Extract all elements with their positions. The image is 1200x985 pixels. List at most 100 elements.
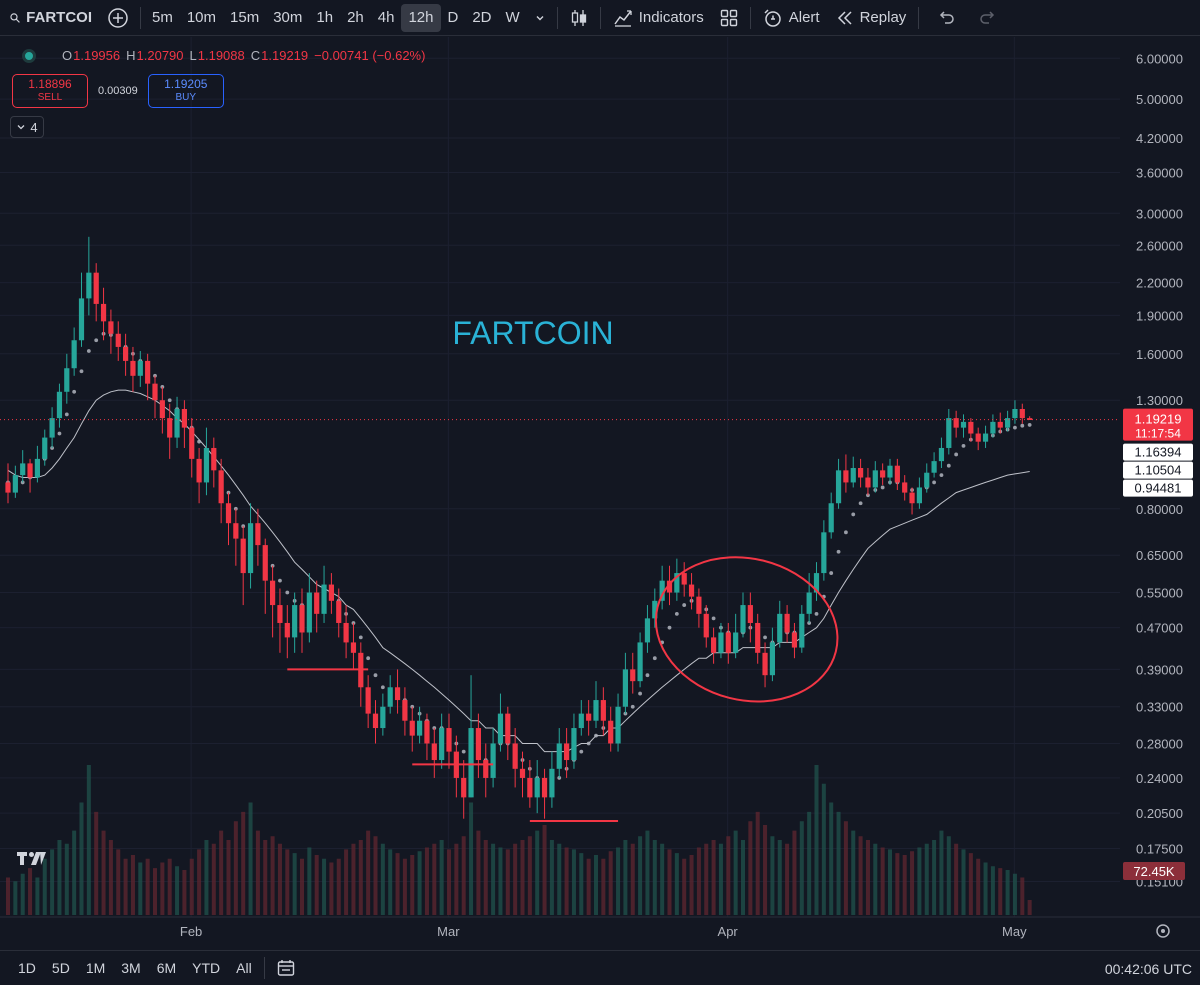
ma-value-label: 1.10504 (1135, 463, 1182, 478)
chart-type-button[interactable] (562, 4, 596, 32)
candle-body (703, 613, 709, 638)
compare-button[interactable] (100, 4, 136, 32)
price-tick-label: 6.00000 (1136, 51, 1183, 66)
timeframe-5m-button[interactable]: 5m (152, 9, 173, 26)
volume-bar (513, 843, 518, 915)
range-1d-button[interactable]: 1D (18, 960, 36, 976)
timeframe-10m-button[interactable]: 10m (186, 9, 217, 26)
drawing-annotations[interactable] (287, 539, 853, 822)
redo-button[interactable] (971, 4, 1005, 32)
replay-button[interactable]: Replay (828, 4, 915, 32)
utc-clock[interactable]: 00:42:06 UTC (1104, 960, 1192, 977)
fast-ma-dot (1020, 423, 1025, 428)
settings-gear-icon[interactable] (1156, 924, 1170, 938)
candle-body (843, 470, 849, 483)
fast-ma-dot (954, 452, 959, 457)
buy-button[interactable]: 1.19205 BUY (147, 74, 224, 108)
candle-body (277, 605, 283, 623)
toolbar-divider (263, 957, 265, 979)
high-value: 1.20790 (136, 48, 184, 63)
volume-bar (998, 868, 1003, 915)
price-axis[interactable]: 6.00000 5.00000 4.20000 3.60000 3.00000 2.600… (1120, 37, 1200, 950)
volume-bar (270, 836, 275, 915)
volume-bar (888, 849, 892, 915)
volume-bar (873, 843, 878, 915)
range-1m-button[interactable]: 1M (85, 960, 106, 976)
layout-button[interactable] (712, 4, 746, 32)
volume-bar (6, 877, 10, 915)
ma-value-label: 0.94481 (1135, 481, 1182, 496)
timeframe-4h-button[interactable]: 4h (377, 9, 395, 26)
timeframe-15m-button[interactable]: 15m (230, 9, 260, 26)
candle-body (747, 605, 753, 623)
candle-body (468, 728, 474, 798)
fast-ma-dot (1013, 425, 1017, 430)
candle-body (1019, 408, 1025, 419)
candle-body (497, 713, 504, 744)
candle-body (417, 720, 423, 736)
candle-body (821, 532, 827, 574)
fast-ma-dot (638, 691, 642, 696)
volume-bar (990, 866, 995, 915)
date-range-button[interactable] (269, 954, 303, 982)
time-axis[interactable]: Feb Mar Apr May (0, 916, 1200, 939)
sell-button[interactable]: 1.18896 SELL (12, 74, 88, 108)
visibility-dot-icon[interactable] (22, 48, 36, 63)
candle-body (27, 463, 33, 478)
timeframe-2h-button[interactable]: 2h (347, 9, 364, 26)
candle-body (909, 492, 915, 504)
volume-bar (329, 862, 334, 915)
indicator-collapse-button[interactable]: 4 (10, 116, 44, 138)
range-all-button[interactable]: All (236, 960, 252, 976)
timeframe-d-button[interactable]: D (447, 9, 459, 26)
volume-bar (880, 847, 885, 915)
candle-body (541, 777, 548, 798)
volume-bar (976, 858, 981, 915)
volume-bar (417, 851, 422, 915)
undo-icon (940, 10, 955, 24)
candle-body (483, 760, 489, 778)
candle-body (880, 470, 886, 478)
timeframe-w-button[interactable]: W (505, 9, 520, 26)
volume-bar (72, 830, 77, 915)
candle-body (108, 321, 114, 334)
volume-bar (843, 821, 848, 915)
alert-button[interactable]: Alert (755, 4, 828, 32)
undo-button[interactable] (929, 4, 963, 32)
range-ytd-button[interactable]: YTD (192, 960, 221, 976)
symbol-search[interactable]: FARTCOI (0, 0, 100, 36)
volume-bar (145, 858, 150, 915)
fast-ma-dot (278, 578, 282, 583)
buy-price: 1.19205 (164, 77, 208, 91)
candle-body (630, 669, 636, 682)
candle-body (681, 573, 687, 585)
indicators-button[interactable]: Indicators (605, 4, 712, 32)
candle-body (380, 706, 386, 729)
timeframe-30m-button[interactable]: 30m (273, 9, 303, 26)
range-3m-button[interactable]: 3M (121, 960, 141, 976)
candle-body (858, 468, 864, 478)
volume-bar (57, 840, 62, 915)
candle-body (828, 503, 834, 533)
volume-bar (64, 843, 69, 915)
tradingview-logo[interactable] (17, 852, 46, 865)
fast-ma-dot (79, 369, 84, 374)
volume-bar (86, 765, 91, 915)
volume-bar (292, 853, 297, 915)
timeframe-2d-button[interactable]: 2D (472, 9, 492, 26)
range-5d-button[interactable]: 5D (51, 960, 70, 976)
candle-body (218, 470, 224, 504)
candle-body (835, 470, 842, 504)
candle-body (791, 632, 798, 648)
volume-bar (108, 840, 113, 915)
price-chart[interactable]: FARTCOIN 6.00000 5.00000 4.20000 3.60000 3.0… (0, 37, 1200, 950)
volume-bar (182, 870, 187, 915)
volume-bar (608, 851, 613, 915)
timeframe-1h-button[interactable]: 1h (316, 9, 334, 26)
volume-bar (123, 858, 128, 915)
timeframe-dropdown[interactable] (527, 4, 553, 32)
timeframe-12h-button[interactable]: 12h (401, 3, 441, 32)
range-6m-button[interactable]: 6M (156, 960, 177, 976)
candle-body (960, 421, 967, 428)
price-tick-label: 0.39000 (1136, 662, 1183, 677)
